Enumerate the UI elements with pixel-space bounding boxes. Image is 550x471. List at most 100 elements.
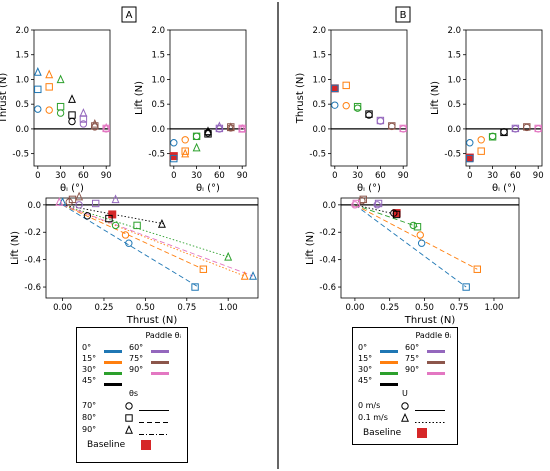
data-point-0-square: [466, 154, 474, 163]
data-point-30-circle: [192, 132, 201, 141]
data-point-15-circle: [416, 231, 424, 239]
data-point-90-square: [534, 124, 542, 133]
data-point-0-circle: [34, 105, 42, 113]
y-tick-label: -0.6: [319, 283, 336, 293]
data-point-60-square: [511, 124, 520, 133]
data-point-45-triangle: [204, 126, 212, 136]
legend-label-angle: 15°: [358, 354, 373, 363]
y-tick-label: 2.0: [151, 26, 165, 36]
plot-frame: [340, 197, 520, 299]
legend-title-u: U: [402, 389, 408, 398]
series-line-0: [354, 204, 467, 288]
data-point-45-square: [105, 214, 113, 223]
data-point-0-circle: [125, 239, 133, 247]
y-tick-label: -0.5: [148, 150, 165, 160]
svg-text:A: A: [126, 10, 133, 21]
legend-marker-triangle: [399, 412, 411, 425]
legend-linestyle-solid: [415, 405, 445, 414]
chart-a-polar: 0.00 0.25 0.50 0.75 1.00 0.0 -0.2 -0.4 -0.6 Thrus…: [10, 191, 259, 326]
data-point-15-circle: [477, 136, 485, 144]
data-point-45-triangle: [68, 94, 76, 103]
data-point-60-circle: [373, 201, 381, 209]
x-tick-label: 0: [35, 171, 40, 181]
data-point-60-circle: [79, 120, 88, 128]
x-tick-label: 0.25: [380, 303, 399, 313]
data-point-0-square: [331, 84, 339, 93]
data-point-75-triangle: [75, 191, 84, 201]
data-point-45-square: [68, 111, 76, 119]
data-point-15-square: [45, 83, 53, 91]
y-tick-label: 0.0: [151, 125, 165, 135]
data-point-15-square: [473, 265, 481, 273]
data-point-60-square: [374, 199, 383, 208]
legend-swatch-15: [380, 358, 398, 367]
y-tick-label: -0.4: [24, 256, 41, 266]
legend-label-angle: 30°: [358, 365, 373, 374]
data-point-45-circle: [83, 212, 92, 220]
data-point-75-square: [388, 122, 396, 130]
data-point-60-square: [376, 116, 385, 125]
legend-label-angle: 0°: [358, 343, 368, 352]
svg-text:B: B: [400, 10, 407, 21]
y-tick-label: 0.5: [312, 100, 326, 110]
panel-label-a: A: [121, 6, 137, 23]
legend-linestyle-dash: [139, 417, 169, 426]
data-point-30-circle: [409, 221, 418, 230]
data-point-75-triangle: [90, 118, 99, 128]
legend-marker-square: [123, 413, 135, 425]
y-tick-label: 1.0: [15, 75, 29, 85]
x-tick-label: 60: [375, 171, 386, 181]
panel-label-b: B: [395, 6, 411, 23]
legend-label-angle: 60°: [129, 343, 144, 352]
x-tick-label: 0.75: [450, 303, 469, 313]
y-axis-label: Lift (N): [134, 81, 145, 115]
data-point-0-circle: [331, 101, 339, 109]
x-tick-label: 30: [55, 171, 66, 181]
data-point-0-triangle: [33, 67, 42, 76]
series-line-30: [354, 204, 418, 228]
data-point-60-triangle: [79, 108, 88, 117]
y-tick-label: 2.0: [15, 26, 29, 36]
x-tick-label: 90: [398, 171, 409, 181]
y-tick-label: 1.0: [312, 75, 326, 85]
y-tick-label: -0.4: [319, 256, 336, 266]
x-tick-label: 30: [352, 171, 363, 181]
x-axis-label: θᵢ (°): [196, 183, 220, 194]
legend-label-angle: 75°: [405, 354, 420, 363]
data-point-90-square: [399, 124, 407, 133]
plot-frame: [330, 29, 408, 167]
y-axis-label: Lift (N): [10, 231, 21, 265]
y-axis-label: Lift (N): [430, 81, 441, 115]
legend-label-baseline: Baseline: [363, 428, 402, 438]
x-tick-label: 60: [510, 171, 521, 181]
x-tick-label: 60: [78, 171, 89, 181]
data-point-45-circle: [68, 117, 76, 126]
legend-label-angle: 90°: [405, 365, 420, 374]
legend-label-angle: 45°: [358, 376, 373, 385]
legend-swatch-60: [151, 347, 169, 356]
data-point-0-circle: [170, 139, 178, 147]
data-point-0-square: [191, 283, 199, 291]
x-tick-label: 0.50: [136, 303, 155, 313]
x-axis-label: θᵢ (°): [60, 183, 84, 194]
legend-panel-a: Paddle θᵢ 0° 60° 15° 75° 30° 90° 45° θs 70° 80° 90°…: [76, 327, 188, 463]
legend-linestyle-dot: [415, 417, 445, 426]
series-line-45: [354, 204, 397, 215]
series-line-90: [62, 204, 254, 277]
data-point-30-square: [413, 223, 422, 231]
y-tick-label: -0.2: [319, 228, 336, 238]
y-tick-label: -0.2: [24, 228, 41, 238]
data-point-0-square: [34, 85, 42, 94]
data-point-90-circle: [351, 201, 359, 209]
legend-title-paddle: Paddle θᵢ: [145, 331, 181, 340]
y-axis-label: Lift (N): [305, 231, 316, 265]
legend-swatch-75: [151, 358, 169, 367]
legend-label-theta_s: 70°: [82, 401, 97, 410]
y-tick-label: -0.5: [309, 150, 326, 160]
data-point-30-square: [56, 102, 65, 111]
baseline-point: [169, 152, 178, 161]
legend-swatch-60: [427, 347, 445, 356]
baseline-point: [108, 210, 117, 219]
x-tick-label: 0.00: [345, 303, 364, 313]
data-point-30-triangle: [56, 74, 65, 84]
